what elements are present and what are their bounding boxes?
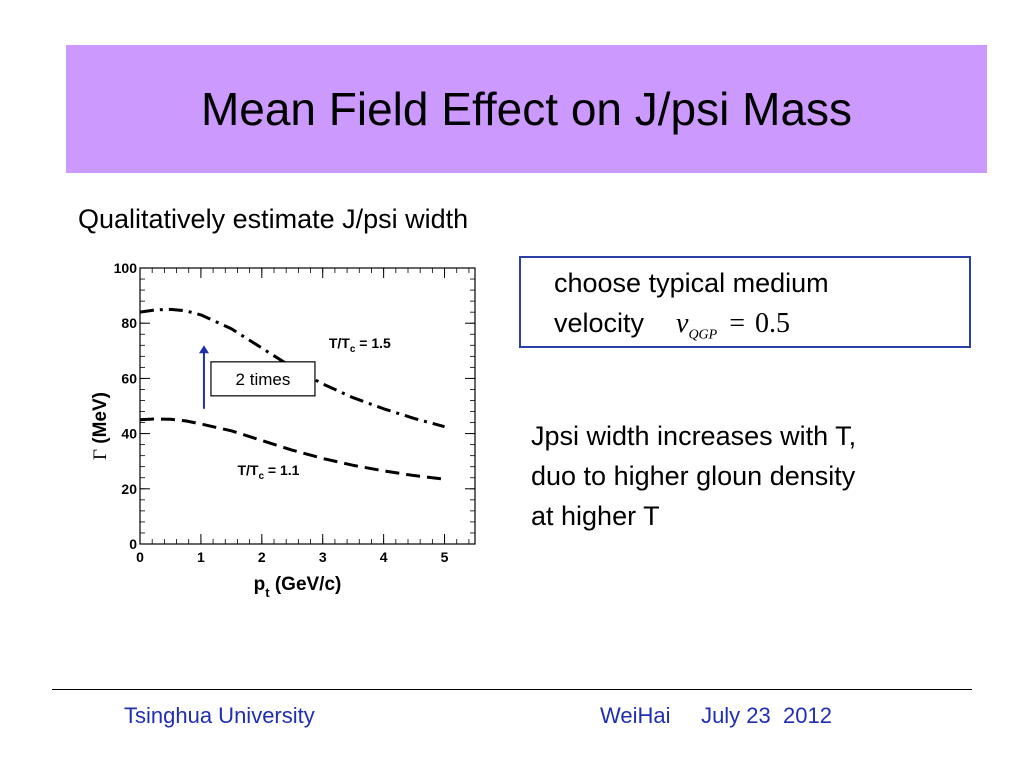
x-tick-label: 3 (319, 549, 327, 565)
formula-value: 0.5 (755, 308, 791, 339)
velocity-formula: vQGP = 0.5 (676, 308, 790, 344)
width-text-line: duo to higher gloun density (531, 461, 856, 491)
x-tick-label: 0 (136, 549, 144, 565)
formula-variable: v (676, 308, 689, 339)
velocity-text-line2: velocity (554, 308, 645, 338)
title-band: Mean Field Effect on J/psi Mass (66, 45, 987, 173)
x-tick-label: 2 (258, 549, 266, 565)
y-tick-label: 60 (121, 370, 137, 386)
arrow-head (198, 345, 209, 354)
series-line (139, 417, 445, 481)
x-tick-label: 4 (380, 549, 388, 565)
velocity-text-line1: choose typical medium (554, 268, 829, 298)
annotation-box (210, 361, 316, 397)
series-label: T/Tc = 1.1 (237, 462, 299, 482)
series-line (139, 307, 445, 429)
velocity-box: choose typical medium velocity vQGP = 0.5 (519, 256, 971, 348)
plot-frame (139, 267, 476, 545)
formula-subscript: QGP (688, 327, 718, 343)
formula-equals: = (729, 308, 746, 339)
width-text-line: at higher T (531, 501, 660, 531)
y-tick-label: 80 (121, 315, 137, 331)
chart-svg: 0 1 2 3 4 5 0 20 40 60 80 100 2 times T/Tc = 1.5 T/T… (90, 260, 476, 600)
page-title: Mean Field Effect on J/psi Mass (200, 83, 853, 135)
y-tick-label: 0 (129, 536, 137, 552)
annotation-text: 2 times (236, 370, 291, 389)
series-label: T/Tc = 1.5 (329, 335, 391, 355)
footer-divider (52, 689, 972, 690)
width-text-line: Jpsi width increases with T, (531, 421, 857, 451)
footer-institution: Tsinghua University (124, 703, 315, 728)
footer-event-date: WeiHai July 23 2012 (600, 703, 832, 728)
y-tick-label: 20 (121, 481, 137, 497)
x-tick-label: 5 (441, 549, 449, 565)
subtitle: Qualitatively estimate J/psi width (78, 204, 469, 234)
y-axis-label: Γ (MeV) (90, 392, 111, 460)
width-explanation: Jpsi width increases with T, duo to high… (531, 416, 961, 536)
x-tick-label: 1 (197, 549, 205, 565)
width-chart: 0 1 2 3 4 5 0 20 40 60 80 100 2 times T/Tc = 1.5 T/T… (70, 255, 490, 615)
x-axis-label: pt (GeV/c) (254, 574, 342, 600)
y-tick-label: 100 (114, 260, 138, 276)
y-tick-label: 40 (121, 426, 137, 442)
